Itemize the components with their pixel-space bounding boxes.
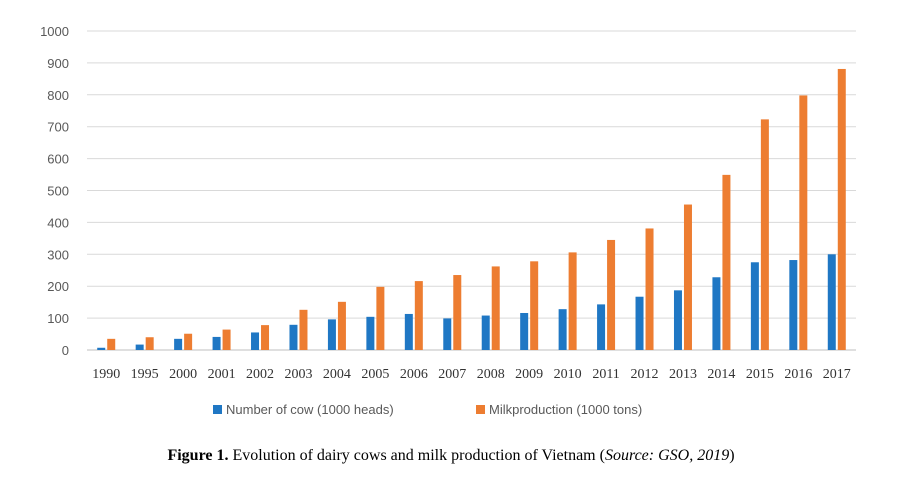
bar-cows — [289, 324, 298, 350]
x-tick-label: 2008 — [477, 367, 505, 382]
y-tick-label: 1000 — [40, 24, 69, 39]
x-tick-label: 2017 — [823, 367, 851, 382]
bar-milk — [837, 68, 846, 350]
x-tick-label: 2012 — [631, 367, 659, 382]
chart-area: 0 100 200 300 400 500 600 700 800 900 1000 1990 199… — [40, 24, 856, 417]
bar-milk — [530, 261, 539, 350]
bar-cows — [135, 344, 144, 350]
caption-source: Source: GSO, 2019 — [604, 447, 730, 464]
x-tick-label: 2014 — [707, 367, 735, 382]
bar-milk — [568, 252, 577, 350]
figure-caption: Figure 1. Evolution of dairy cows and mi… — [0, 447, 902, 465]
bar-milk — [414, 281, 423, 350]
x-tick-label: 2005 — [361, 367, 389, 382]
bar-milk — [491, 266, 500, 350]
y-tick-label: 400 — [47, 215, 69, 230]
y-tick-label: 600 — [47, 152, 69, 167]
y-tick-label: 0 — [62, 343, 69, 358]
y-axis: 0 100 200 300 400 500 600 700 800 900 1000 — [40, 24, 69, 358]
caption-close: ) — [729, 447, 735, 464]
bar-milk — [376, 286, 385, 350]
bar-cows — [251, 332, 260, 350]
x-tick-label: 2007 — [438, 367, 466, 382]
legend-swatch — [476, 405, 485, 414]
x-tick-label: 2015 — [746, 367, 774, 382]
bar-milk — [722, 174, 731, 350]
bar-cows — [789, 260, 798, 350]
bars — [97, 68, 846, 350]
bar-milk — [222, 329, 231, 350]
bar-milk — [107, 338, 116, 350]
bar-milk — [683, 204, 692, 350]
y-tick-label: 300 — [47, 247, 69, 262]
bar-cows — [327, 319, 336, 350]
x-tick-label: 2011 — [592, 367, 619, 382]
bar-milk — [607, 239, 616, 350]
y-tick-label: 100 — [47, 311, 69, 326]
bar-milk — [299, 309, 308, 350]
bar-cows — [404, 313, 413, 350]
y-tick-label: 700 — [47, 120, 69, 135]
bar-cows — [712, 277, 721, 350]
x-tick-label: 2004 — [323, 367, 351, 382]
caption-label: Figure 1. — [167, 447, 229, 464]
bar-milk — [184, 333, 193, 350]
bar-milk — [453, 275, 462, 350]
bar-milk — [337, 301, 346, 350]
y-tick-label: 900 — [47, 56, 69, 71]
x-tick-label: 2002 — [246, 367, 274, 382]
x-tick-label: 2013 — [669, 367, 697, 382]
legend-swatch — [213, 405, 222, 414]
x-tick-label: 1990 — [92, 367, 120, 382]
bar-cows — [366, 316, 375, 350]
x-tick-label: 2009 — [515, 367, 543, 382]
bar-cows — [174, 338, 183, 350]
bar-cows — [481, 315, 490, 350]
bar-milk — [645, 228, 654, 350]
legend-label: Milkproduction (1000 tons) — [489, 402, 642, 417]
bar-cows — [558, 309, 567, 350]
bar-milk — [261, 325, 270, 350]
bar-cows — [673, 290, 682, 350]
bar-milk — [145, 337, 154, 350]
bar-cows — [212, 336, 221, 350]
bar-cows — [827, 254, 836, 350]
x-tick-label: 2006 — [400, 367, 428, 382]
bar-cows — [97, 347, 106, 350]
bar-cows — [520, 312, 529, 350]
y-tick-label: 200 — [47, 279, 69, 294]
x-tick-label: 2000 — [169, 367, 197, 382]
y-tick-label: 800 — [47, 88, 69, 103]
bar-milk — [760, 119, 769, 350]
bar-cows — [597, 304, 606, 350]
x-tick-label: 2010 — [554, 367, 582, 382]
x-tick-label: 2016 — [784, 367, 812, 382]
y-tick-label: 500 — [47, 184, 69, 199]
bar-cows — [443, 318, 452, 350]
gridlines — [87, 30, 856, 351]
x-tick-label: 2001 — [208, 367, 236, 382]
x-tick-label: 2003 — [284, 367, 312, 382]
x-tick-label: 1995 — [131, 367, 159, 382]
bar-cows — [750, 262, 759, 350]
caption-text: Evolution of dairy cows and milk product… — [228, 447, 605, 464]
bar-cows — [635, 296, 644, 350]
x-axis: 1990 1995 2000 2001 2002 2003 2004 2005 2006 2007… — [92, 367, 851, 382]
bar-milk — [799, 95, 808, 350]
legend: Number of cow (1000 heads) Milkproduction… — [213, 402, 642, 417]
legend-label: Number of cow (1000 heads) — [226, 402, 394, 417]
